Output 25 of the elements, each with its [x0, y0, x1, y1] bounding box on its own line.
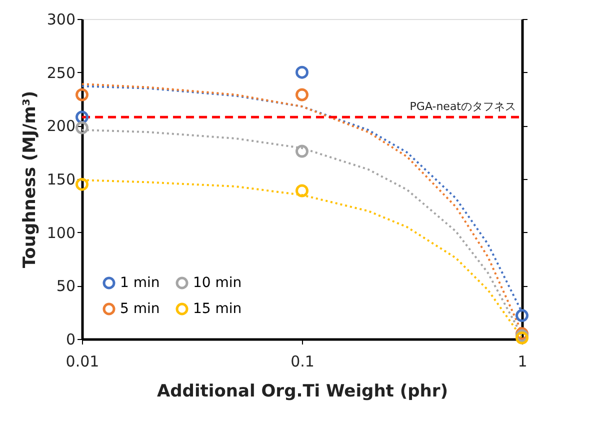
- point: [296, 184, 308, 198]
- legend-label: 1 min: [120, 275, 160, 291]
- x-tick-label: 0.01: [66, 352, 100, 370]
- point: [76, 88, 88, 102]
- x-axis-title: Additional Org.Ti Weight (phr): [156, 382, 448, 402]
- point: [516, 309, 528, 322]
- legend-label: 5 min: [120, 301, 160, 317]
- x-tick-label: 1: [518, 352, 528, 370]
- y-tick-label: 250: [46, 64, 76, 82]
- legend-label: 15 min: [193, 301, 242, 317]
- y-tick-label: 300: [46, 10, 76, 28]
- x-tick-label: 0.1: [290, 352, 314, 370]
- y-axis-title: Toughness (MJ/m³): [20, 90, 40, 268]
- ref-line-label: PGA-neatのタフネス: [410, 100, 516, 114]
- point: [296, 88, 308, 102]
- y-tick-label: 50: [56, 277, 76, 296]
- point: [296, 144, 308, 158]
- y-tick-label: 100: [46, 224, 76, 242]
- point: [76, 121, 88, 134]
- y-tick-label: 0: [66, 330, 76, 348]
- point: [296, 66, 308, 79]
- y-tick-label: 150: [46, 170, 76, 188]
- y-tick-label: 200: [46, 117, 76, 136]
- point: [76, 178, 88, 191]
- legend-label: 10 min: [193, 275, 242, 291]
